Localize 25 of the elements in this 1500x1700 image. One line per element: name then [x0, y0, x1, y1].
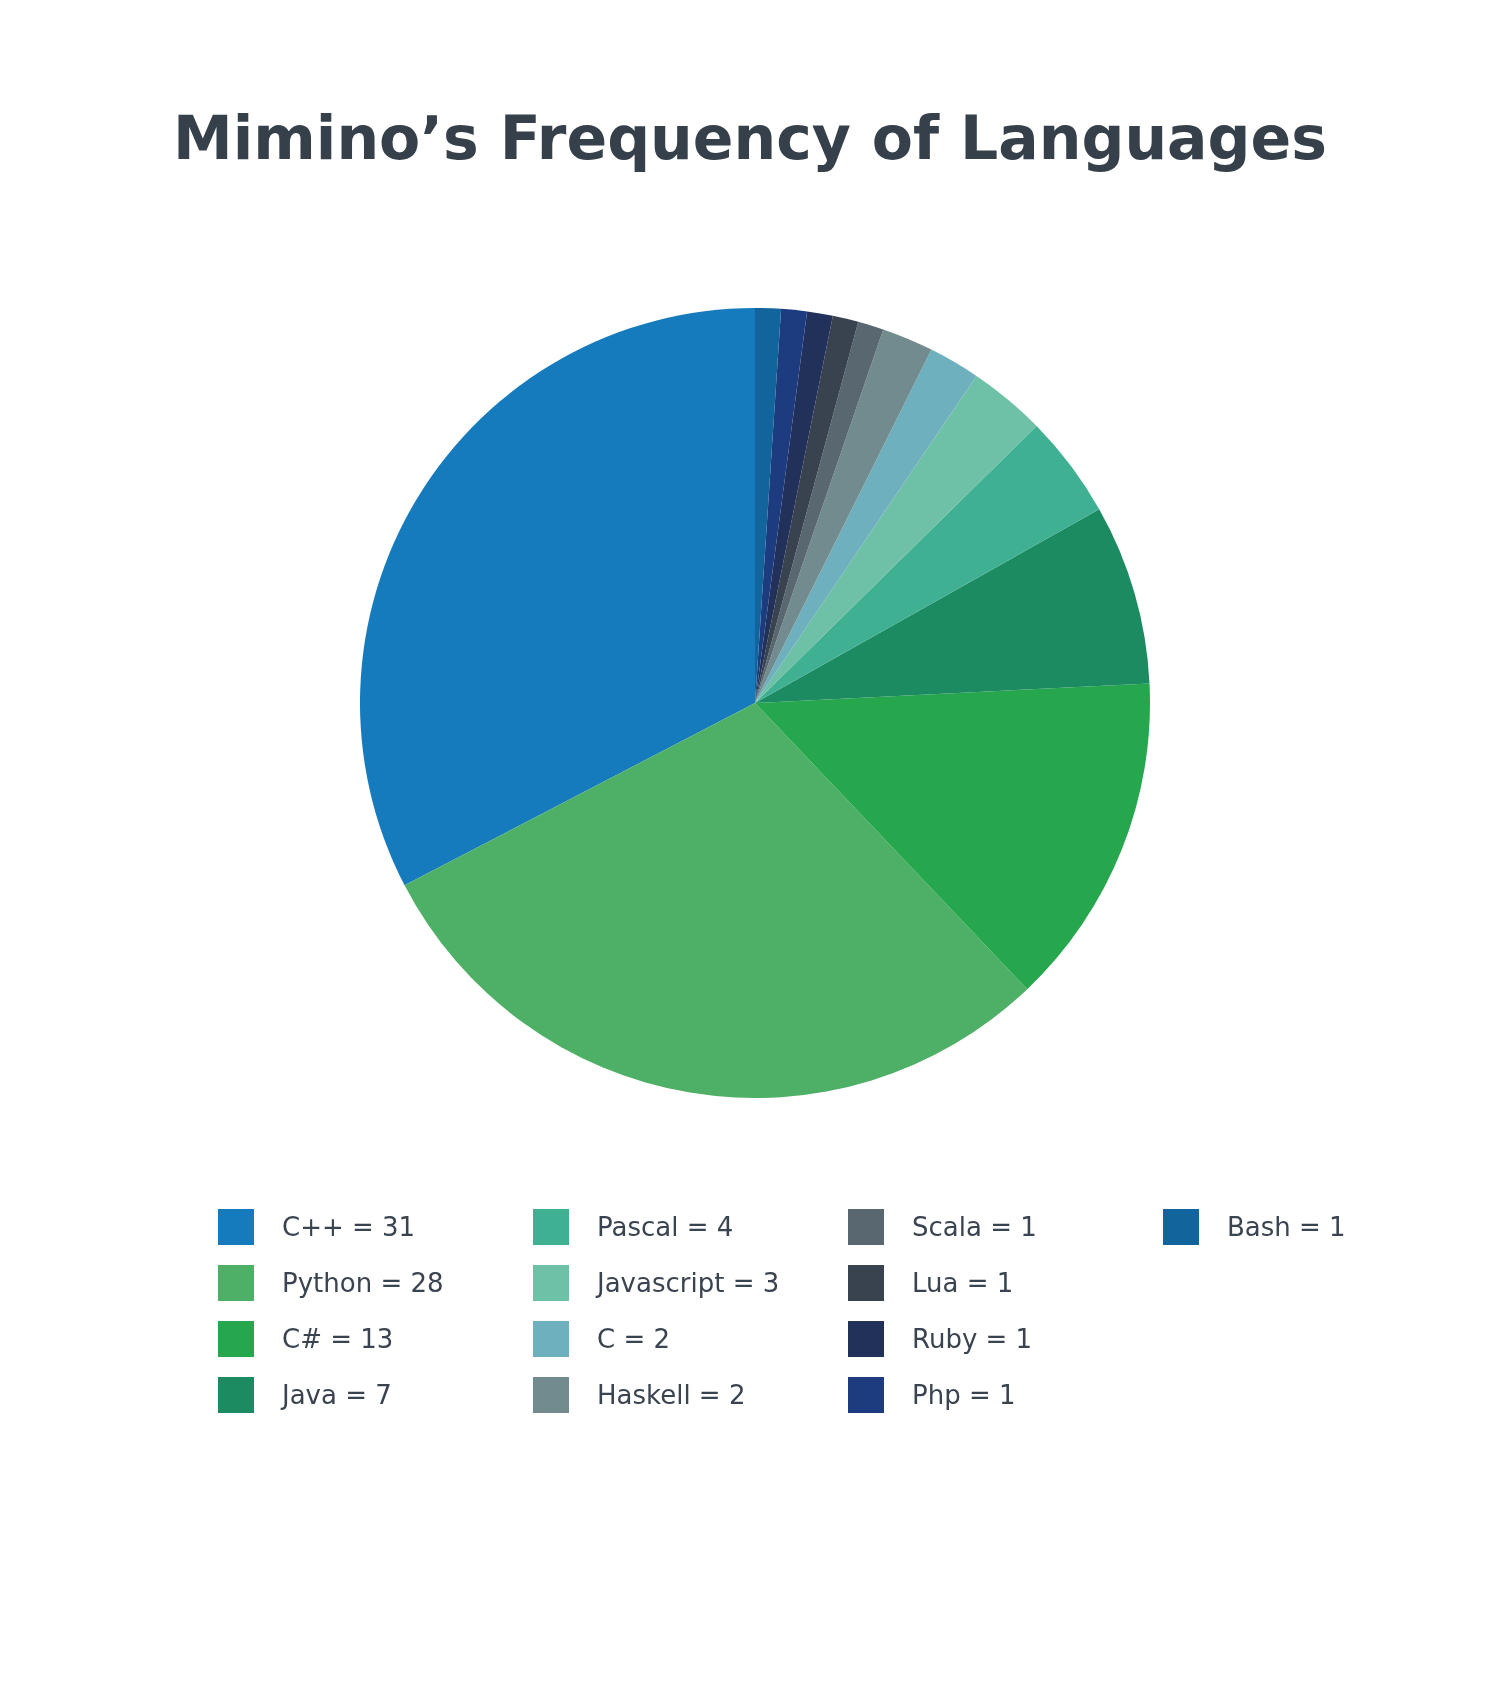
pie-slice — [755, 315, 859, 703]
legend-label: Ruby = 1 — [912, 1324, 1033, 1354]
legend-label: Bash = 1 — [1227, 1212, 1346, 1242]
pie-slice — [755, 375, 1037, 703]
legend-label: C = 2 — [597, 1324, 671, 1354]
legend-label: Java = 7 — [282, 1380, 392, 1410]
legend-label: C++ = 31 — [282, 1212, 416, 1242]
pie-slice — [755, 329, 932, 703]
pie-slice — [755, 311, 833, 703]
legend-label: Javascript = 3 — [597, 1268, 780, 1298]
pie-slice — [755, 509, 1150, 703]
chart-title: Mimino’s Frequency of Languages — [172, 102, 1328, 175]
pie-slice — [755, 683, 1150, 990]
pie-slice — [755, 426, 1100, 703]
pie-slice — [755, 321, 884, 703]
pie-slice — [404, 703, 1028, 1098]
legend-label: Lua = 1 — [912, 1268, 1014, 1298]
pie-slice — [755, 349, 977, 703]
legend-label: Haskell = 2 — [597, 1380, 746, 1410]
legend-label: C# = 13 — [282, 1324, 394, 1354]
legend-label: Php = 1 — [912, 1380, 1016, 1410]
legend-label: Pascal = 4 — [597, 1212, 734, 1242]
legend-label: Scala = 1 — [912, 1212, 1037, 1242]
pie-slice — [360, 308, 755, 886]
legend-label: Python = 28 — [282, 1268, 444, 1298]
